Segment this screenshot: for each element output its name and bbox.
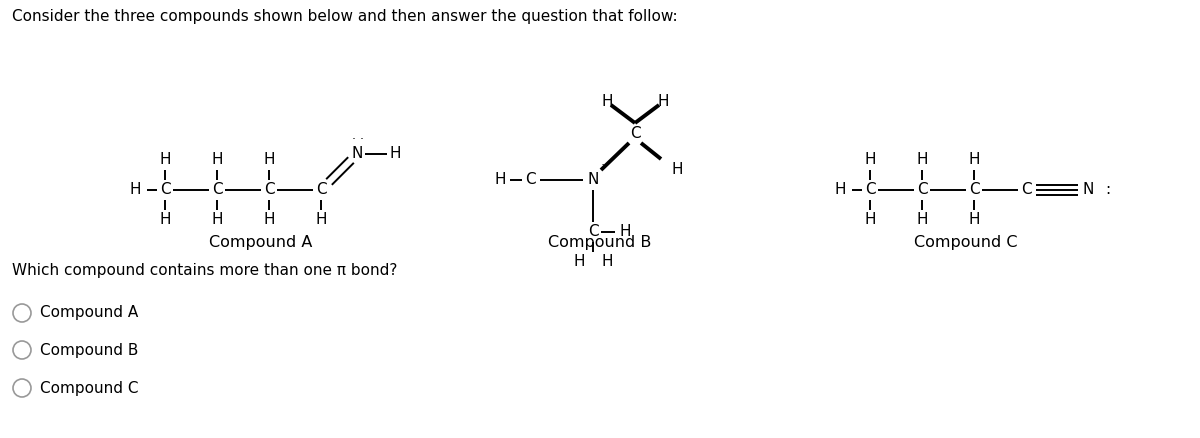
Text: C: C <box>264 183 275 198</box>
Text: H: H <box>834 183 846 198</box>
Text: Compound C: Compound C <box>914 236 1018 251</box>
Text: C: C <box>917 183 928 198</box>
Text: Compound C: Compound C <box>40 381 138 396</box>
Text: H: H <box>968 212 979 227</box>
Text: C: C <box>968 183 979 198</box>
Text: H: H <box>601 93 613 109</box>
Text: H: H <box>211 212 223 227</box>
Text: H: H <box>671 162 683 177</box>
Text: H: H <box>211 152 223 167</box>
Text: Consider the three compounds shown below and then answer the question that follo: Consider the three compounds shown below… <box>12 8 678 24</box>
Text: H: H <box>864 152 876 167</box>
Text: :: : <box>1105 183 1110 198</box>
Text: N: N <box>352 146 362 162</box>
Text: H: H <box>263 212 275 227</box>
Text: C: C <box>316 183 326 198</box>
Text: H: H <box>494 173 505 187</box>
Text: H: H <box>316 212 326 227</box>
Text: H: H <box>658 93 668 109</box>
Text: N: N <box>1082 183 1093 198</box>
Text: H: H <box>601 254 613 269</box>
Text: H: H <box>130 183 140 198</box>
Text: Compound A: Compound A <box>40 305 138 321</box>
Text: H: H <box>160 152 170 167</box>
Text: Compound B: Compound B <box>40 343 138 357</box>
Text: C: C <box>865 183 875 198</box>
Text: C: C <box>588 225 599 240</box>
Text: C: C <box>1021 183 1031 198</box>
Text: N: N <box>587 173 599 187</box>
Text: H: H <box>619 225 631 240</box>
Text: H: H <box>263 152 275 167</box>
Text: Compound A: Compound A <box>209 236 313 251</box>
Text: C: C <box>630 126 641 141</box>
Text: :: : <box>601 160 605 173</box>
Text: H: H <box>574 254 584 269</box>
Text: ·: · <box>360 134 364 146</box>
Text: C: C <box>160 183 170 198</box>
Text: H: H <box>864 212 876 227</box>
Text: H: H <box>917 152 928 167</box>
Text: H: H <box>160 212 170 227</box>
Text: H: H <box>917 212 928 227</box>
Text: H: H <box>389 146 401 162</box>
Text: Which compound contains more than one π bond?: Which compound contains more than one π … <box>12 262 397 278</box>
Text: C: C <box>524 173 535 187</box>
Text: C: C <box>211 183 222 198</box>
Text: ·: · <box>352 134 356 146</box>
Text: H: H <box>968 152 979 167</box>
Text: Compound B: Compound B <box>548 236 652 251</box>
